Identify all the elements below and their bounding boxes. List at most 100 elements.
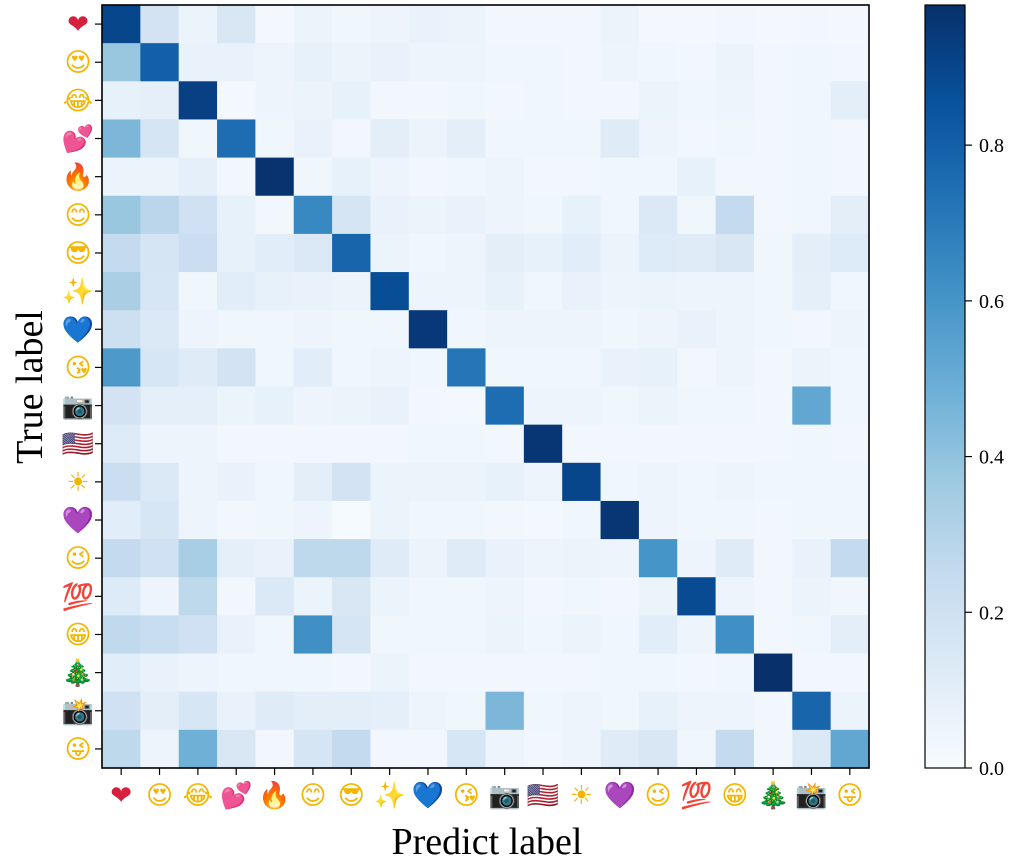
heatmap-cell: [638, 729, 678, 769]
heatmap-cell: [370, 577, 410, 616]
heatmap-cell: [102, 386, 141, 426]
heatmap-cell: [140, 653, 180, 693]
heatmap-cell: [792, 653, 832, 693]
heatmap-cell: [830, 310, 870, 349]
heatmap-cell: [792, 539, 832, 578]
heatmap-cell: [140, 615, 180, 655]
heatmap-cell: [523, 691, 563, 731]
heatmap-cell: [600, 43, 640, 82]
y-tick-label: 😘: [64, 353, 91, 383]
heatmap-cell: [255, 310, 295, 349]
heatmap-cell: [217, 157, 256, 197]
heatmap-cell: [753, 348, 793, 388]
heatmap-cell: [332, 615, 372, 655]
heatmap-cell: [715, 691, 755, 731]
heatmap-cell: [715, 233, 755, 273]
y-axis-ticks: ❤ 😍 😂 💕 🔥 😊 😎 ✨ 💙 😘 📷 🇺🇸 ☀ 💜 😉 💯 😁 🎄 📸 😜: [62, 10, 102, 765]
heatmap-cell: [408, 462, 448, 502]
heatmap-cell: [447, 539, 487, 578]
heatmap-cell: [447, 157, 487, 197]
heatmap-cell: [140, 157, 180, 197]
heatmap-cell: [638, 81, 678, 121]
x-tick-label: 🎄: [757, 780, 789, 811]
x-tick-label: ☀: [570, 781, 593, 811]
x-axis-label: Predict label: [392, 821, 583, 863]
y-tick-label: 😎: [64, 239, 91, 269]
heatmap-cell: [408, 539, 448, 578]
heatmap-cell: [523, 424, 563, 464]
heatmap-cell: [792, 577, 832, 616]
heatmap-cell: [677, 462, 717, 502]
heatmap-cell: [523, 462, 563, 502]
heatmap-cell: [562, 539, 602, 578]
x-tick-label: 😜: [836, 781, 863, 811]
heatmap-cell: [370, 157, 410, 197]
heatmap-cell: [753, 43, 793, 82]
heatmap-cell: [178, 233, 218, 273]
heatmap-cell: [332, 81, 372, 121]
heatmap-cell: [408, 272, 448, 311]
heatmap-cell: [408, 119, 448, 159]
heatmap-cell: [102, 157, 141, 197]
heatmap-cell: [600, 157, 640, 197]
colorbar: [924, 4, 966, 769]
heatmap-cell: [677, 577, 717, 616]
heatmap-cell: [447, 424, 487, 464]
heatmap-cell: [370, 43, 410, 82]
heatmap-cell: [638, 462, 678, 502]
heatmap-cell: [715, 119, 755, 159]
heatmap-cell: [332, 43, 372, 82]
heatmap-cell: [792, 157, 832, 197]
heatmap-cell: [753, 157, 793, 197]
heatmap-cell: [830, 500, 870, 540]
heatmap-cell: [255, 462, 295, 502]
heatmap-cell: [255, 386, 295, 426]
heatmap-cell: [753, 272, 793, 311]
heatmap-cell: [638, 233, 678, 273]
heatmap-cell: [102, 310, 141, 349]
heatmap-cell: [293, 500, 333, 540]
heatmap-cell: [255, 348, 295, 388]
heatmap-cell: [217, 233, 256, 273]
heatmap-cell: [408, 43, 448, 82]
y-tick-label: 😁: [64, 620, 91, 650]
heatmap-cell: [677, 615, 717, 655]
heatmap-cell: [792, 5, 832, 44]
heatmap-cell: [600, 81, 640, 121]
heatmap-cell: [255, 5, 295, 44]
y-tick-label: 😉: [64, 544, 91, 574]
heatmap-cell: [485, 500, 525, 540]
heatmap-cell: [600, 424, 640, 464]
heatmap-cell: [178, 348, 218, 388]
y-tick-label: 🇺🇸: [62, 430, 94, 460]
x-tick-label: 💕: [220, 780, 252, 811]
heatmap-cell: [408, 195, 448, 235]
heatmap-cell: [523, 157, 563, 197]
colorbar-ticks: 0.0 0.2 0.4 0.6 0.8: [965, 135, 1004, 780]
heatmap-cell: [370, 119, 410, 159]
heatmap-cell: [293, 43, 333, 82]
heatmap-cell: [753, 653, 793, 693]
x-tick-label: ❤: [110, 781, 132, 811]
heatmap-cell: [715, 195, 755, 235]
y-tick-label: 😜: [64, 735, 91, 765]
heatmap-cell: [600, 653, 640, 693]
y-tick-label: 💯: [62, 581, 94, 612]
heatmap-cell: [523, 43, 563, 82]
heatmap-cell: [217, 43, 256, 82]
heatmap-cell: [178, 272, 218, 311]
heatmap-cell: [447, 691, 487, 731]
heatmap-cell: [447, 577, 487, 616]
heatmap-cell: [140, 348, 180, 388]
heatmap-cell: [638, 119, 678, 159]
heatmap-cell: [562, 157, 602, 197]
heatmap-cell: [293, 195, 333, 235]
heatmap-cell: [255, 43, 295, 82]
heatmap-cell: [447, 310, 487, 349]
heatmap-cell: [370, 615, 410, 655]
heatmap-cell: [600, 462, 640, 502]
heatmap-cell: [102, 462, 141, 502]
x-tick-label: 💜: [604, 781, 637, 811]
heatmap-cell: [753, 500, 793, 540]
